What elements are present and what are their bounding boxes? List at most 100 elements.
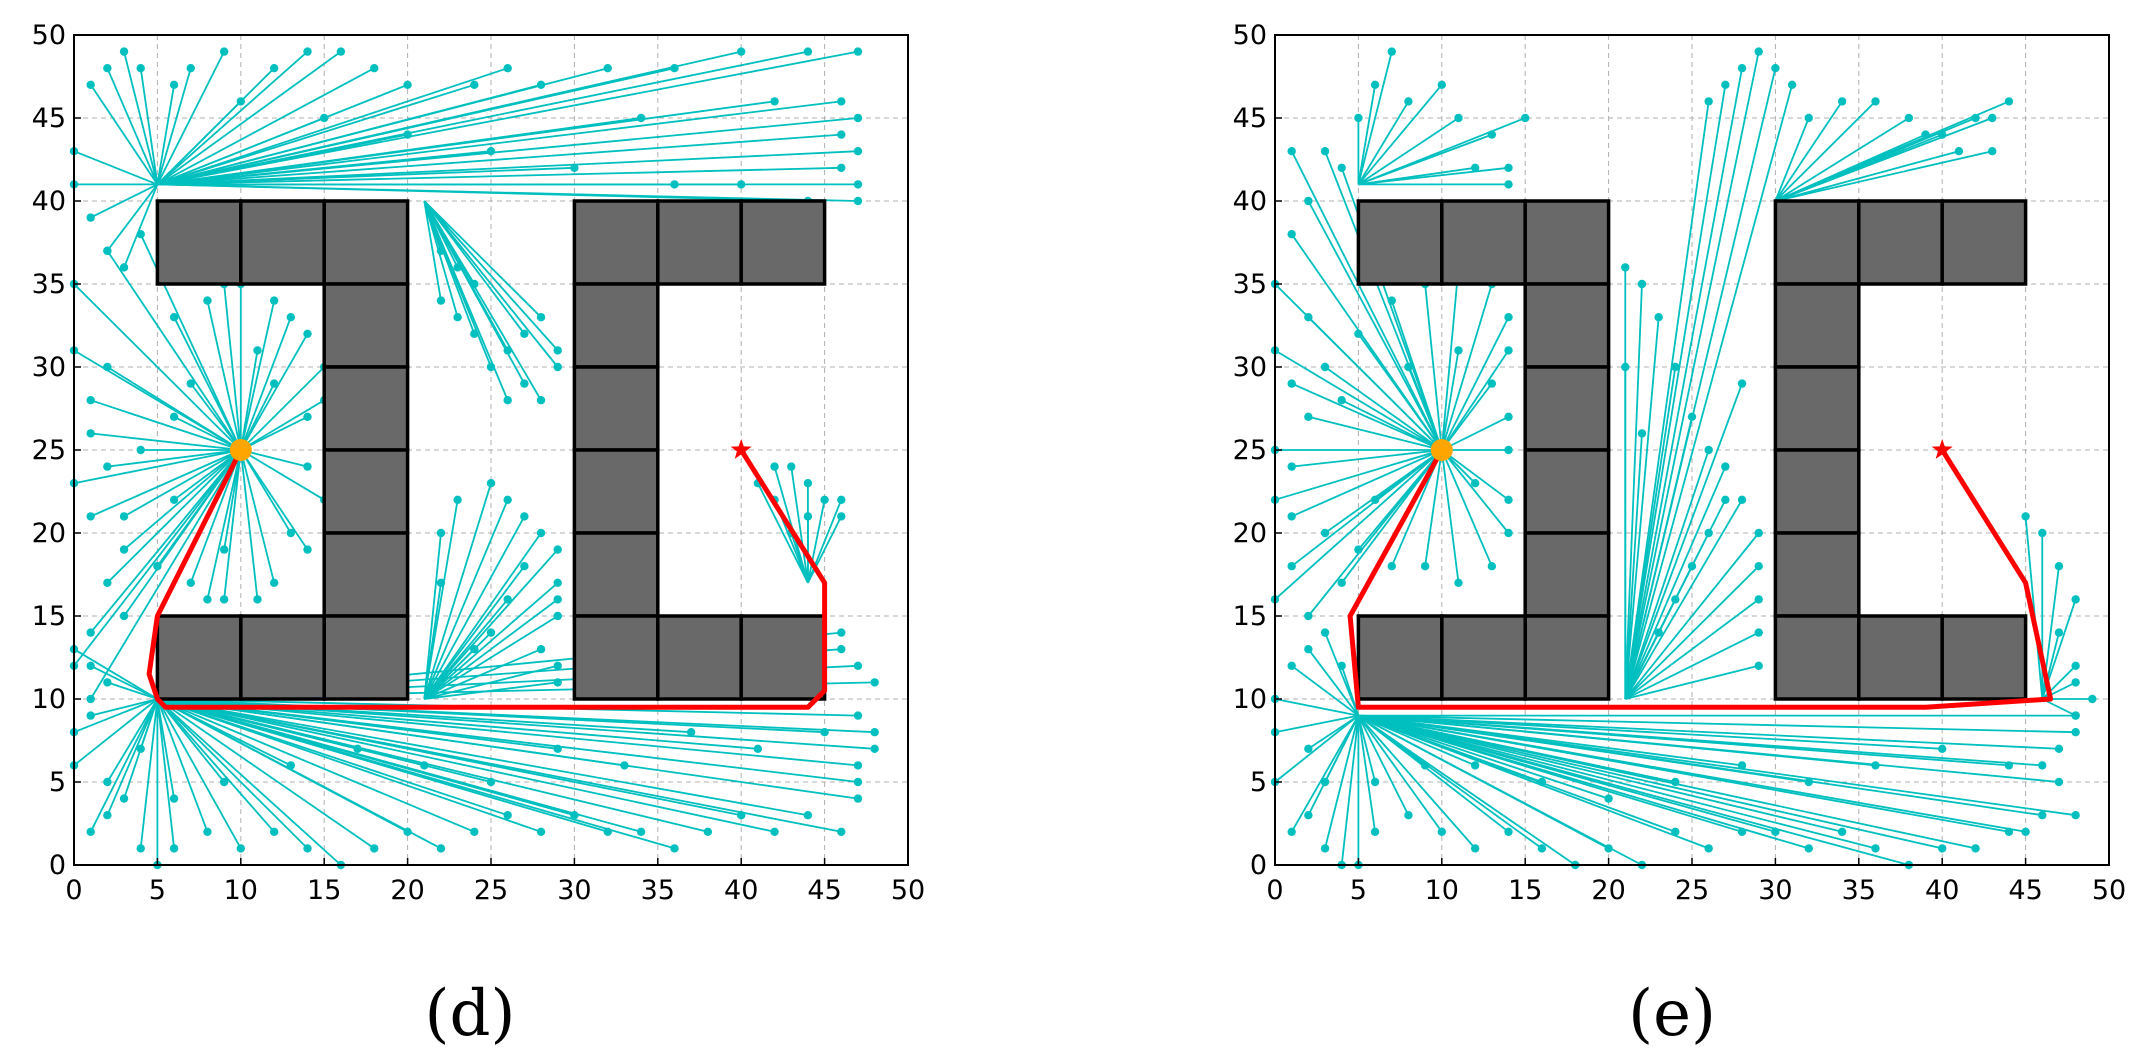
obstacle-cell [739, 614, 827, 701]
tree-edge [90, 664, 158, 700]
tree-node [553, 362, 562, 372]
obstacle-cell [1773, 448, 1861, 535]
tree-node [253, 595, 262, 604]
tree-node [1754, 562, 1763, 571]
tree-edge [157, 100, 775, 186]
tree-node [553, 545, 562, 554]
tree-node [86, 213, 95, 222]
tree-node [837, 495, 846, 504]
tree-node [436, 246, 446, 255]
tree-node [86, 429, 95, 438]
tree-node [870, 728, 879, 737]
tree-edge [1358, 714, 1910, 866]
y-tick-label: 10 [32, 684, 66, 715]
tree-edge [1357, 715, 1376, 832]
tree-node [1320, 628, 1330, 637]
tree-edge [1774, 117, 1810, 202]
tree-edge [1274, 714, 1359, 783]
tree-node [303, 47, 312, 56]
tree-edge [157, 698, 475, 833]
tree-edge [90, 183, 158, 219]
tree-edge [123, 449, 242, 551]
tree-edge [1624, 449, 1710, 700]
tree-node [169, 794, 179, 803]
obstacle-cell [1356, 614, 1444, 701]
tree-node [336, 47, 346, 56]
tree-node [86, 694, 95, 704]
obstacle-cell [1440, 614, 1527, 701]
tree-node [737, 47, 746, 56]
tree-edge [423, 200, 559, 351]
x-tick-label: 25 [474, 875, 508, 906]
tree-node [2038, 811, 2047, 820]
tree-node [1504, 827, 1513, 836]
tree-edge [1358, 714, 1809, 783]
tree-edge [1358, 714, 1743, 767]
tree-node [1737, 379, 1747, 388]
tree-edge [156, 698, 275, 833]
tree-edge [157, 698, 809, 817]
tree-edge [1358, 714, 1810, 850]
obstacle-cell [1523, 448, 1611, 535]
tree-edge [73, 449, 242, 667]
x-tick-label: 25 [1675, 875, 1709, 906]
x-tick-label: 5 [149, 875, 166, 906]
tree-node [86, 80, 95, 90]
y-tick-label: 5 [1250, 767, 1267, 798]
tree-edge [1775, 133, 1926, 202]
tree-node [753, 744, 763, 753]
tree-edge [1358, 117, 1526, 186]
tree-node [1354, 113, 1363, 123]
tree-node [1637, 429, 1647, 438]
tree-edge [206, 449, 242, 600]
tree-edge [1358, 714, 2009, 767]
tree-edge [89, 449, 242, 634]
tree-edge [423, 598, 559, 700]
tree-node [1721, 462, 1730, 471]
tree-edge [423, 200, 442, 252]
tree-edge [157, 150, 492, 186]
obstacle-cell [1773, 531, 1861, 618]
tree-edge [89, 84, 159, 185]
tree-node [536, 645, 546, 654]
tree-edge [106, 183, 159, 252]
tree-edge [1307, 316, 1443, 451]
tree-edge [1441, 383, 1493, 451]
tree-node [2038, 761, 2047, 770]
tree-edge [1624, 283, 1643, 700]
tree-node [186, 63, 195, 73]
tree-node [703, 827, 713, 836]
tree-edge [239, 449, 276, 584]
tree-node [853, 180, 863, 189]
tree-node [1938, 844, 1947, 853]
tree-node [1988, 147, 1997, 156]
tree-edge [1357, 715, 1476, 849]
tree-node [1671, 827, 1680, 836]
tree-edge [423, 582, 559, 700]
obstacle-cell [572, 531, 660, 618]
obstacle-cell [572, 282, 660, 369]
tree-node [1304, 196, 1313, 206]
tree-edge [1441, 449, 1510, 534]
tree-node [1454, 113, 1463, 123]
tree-node [837, 512, 846, 521]
tree-edge [157, 50, 742, 186]
tree-edge [1358, 166, 1476, 186]
tree-edge [1775, 150, 1993, 202]
y-tick-label: 35 [32, 269, 66, 300]
tree-edge [156, 698, 375, 850]
y-tick-label: 50 [1233, 20, 1267, 51]
obstacle-cell [1523, 531, 1611, 618]
tree-node [2004, 761, 2014, 770]
tree-node [1387, 47, 1396, 56]
obstacle-cell [656, 199, 743, 286]
tree-node [503, 396, 512, 405]
tree-edge [1357, 714, 1643, 866]
tree-node [86, 396, 95, 405]
tree-node [670, 180, 679, 189]
tree-node [136, 844, 145, 853]
tree-edge [1624, 466, 1727, 700]
tree-node [119, 611, 129, 621]
y-tick-label: 0 [1250, 850, 1267, 881]
tree-node [520, 329, 529, 338]
